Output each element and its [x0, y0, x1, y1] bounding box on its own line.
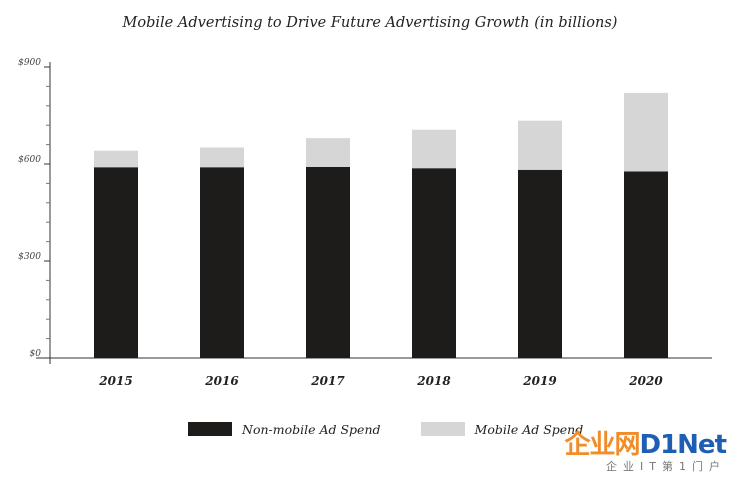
y-tick-label: $0: [30, 349, 42, 359]
watermark-part1: 企业网: [564, 430, 640, 460]
bar-non-mobile-2019: [518, 169, 562, 358]
x-tick-label-2020: 2020: [628, 374, 663, 388]
watermark-subtitle: 企业IT第1门户: [606, 460, 726, 473]
legend-item-mobile: Mobile Ad Spend: [420, 421, 584, 437]
bar-mobile-2019: [518, 120, 562, 170]
chart-title: Mobile Advertising to Drive Future Adver…: [122, 15, 618, 31]
legend-swatch-non-mobile: [188, 422, 232, 436]
bar-mobile-2017: [306, 138, 350, 167]
bar-mobile-2016: [200, 147, 244, 168]
bar-non-mobile-2017: [306, 166, 350, 358]
bar-non-mobile-2016: [200, 167, 244, 358]
legend-item-non-mobile: Non-mobile Ad Spend: [188, 422, 381, 437]
x-tick-label-2018: 2018: [416, 374, 451, 388]
legend-label-mobile: Mobile Ad Spend: [474, 421, 584, 437]
x-tick-label-2016: 2016: [204, 374, 239, 388]
bar-non-mobile-2018: [412, 168, 456, 358]
legend-label-non-mobile: Non-mobile Ad Spend: [242, 421, 381, 437]
bar-non-mobile-2015: [94, 167, 138, 358]
watermark-logo: 企业网D1Net 企业IT第1门户: [564, 430, 727, 473]
x-tick-label-2015: 2015: [98, 374, 132, 388]
y-tick-label: $600: [18, 155, 41, 165]
y-tick-label: $900: [18, 58, 41, 68]
legend-swatch-mobile: [420, 422, 465, 436]
axes: [36, 62, 712, 364]
bar-mobile-2020: [624, 92, 668, 172]
x-tick-labels: 2015 2016 2017 2018 2019 2020: [98, 374, 663, 388]
bar-non-mobile-2020: [624, 171, 668, 358]
bar-mobile-2018: [412, 129, 456, 169]
y-ticks: $0 $300 $600 $900: [18, 58, 50, 359]
bar-mobile-2015: [94, 150, 138, 168]
legend: Non-mobile Ad Spend Mobile Ad Spend: [188, 420, 623, 438]
x-tick-label-2017: 2017: [310, 374, 345, 388]
x-tick-label-2019: 2019: [522, 374, 557, 388]
watermark-part2: D1Net: [639, 430, 727, 460]
bars: [94, 92, 668, 358]
y-tick-label: $300: [18, 252, 41, 262]
